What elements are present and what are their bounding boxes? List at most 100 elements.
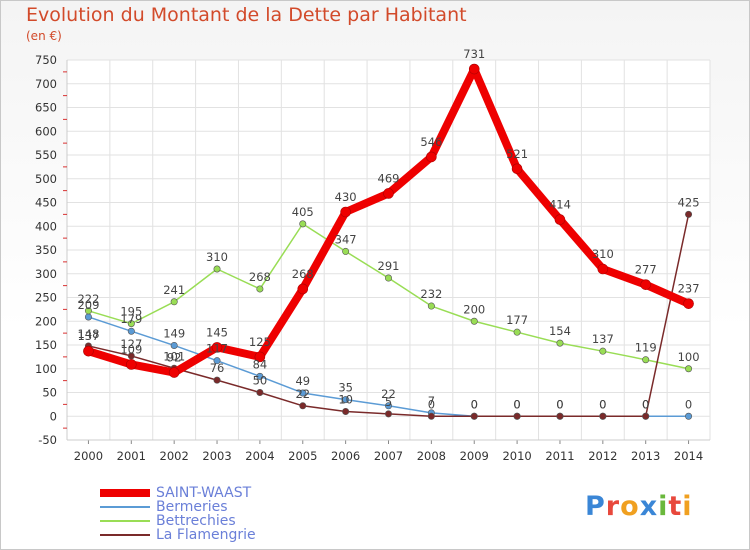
data-point [127,352,135,360]
data-point [513,328,521,336]
logo-letter: o [620,491,640,522]
y-tick-label: 700 [35,77,57,91]
data-label: 177 [506,313,528,327]
y-tick-label: 100 [35,362,57,376]
data-point [556,412,564,420]
x-tick-label: 2010 [502,449,531,463]
data-label: 0 [642,397,649,411]
data-label: 22 [381,387,396,401]
logo-letter: i [658,491,669,522]
data-point [342,396,350,404]
data-label: 7 [428,394,435,408]
data-point [342,247,350,255]
data-point [554,214,566,225]
data-label: 5 [385,395,392,409]
x-tick-label: 2003 [202,449,231,463]
data-label: 521 [506,147,528,161]
data-label: 0 [513,397,520,411]
data-label: 310 [592,247,614,261]
data-point [168,367,180,378]
data-label: 125 [249,335,271,349]
data-point [597,263,609,275]
data-label: 22 [295,387,310,401]
data-point [213,265,221,273]
proxiti-logo: Proxiti [585,491,693,522]
x-tick-label: 2007 [374,449,403,463]
data-point [384,402,392,410]
data-point [299,402,307,410]
logo-letter: t [668,491,683,522]
y-tick-label: 600 [35,124,57,138]
data-label: 119 [635,341,657,355]
x-tick-label: 2014 [674,449,703,463]
data-point [383,188,394,199]
data-label: 117 [206,342,228,356]
legend-item: Bermeries [100,500,256,514]
data-label: 310 [206,250,228,264]
data-label: 268 [249,270,271,284]
data-point [384,410,392,418]
x-tick-label: 2001 [117,449,146,463]
y-tick-label: 400 [35,219,57,233]
data-label: 241 [163,283,185,297]
data-label: 0 [599,397,606,411]
data-label: 137 [592,332,614,346]
data-label: 179 [120,312,142,326]
data-point [299,389,307,397]
legend-swatch [100,534,150,536]
data-point [511,163,523,175]
data-point [84,307,92,315]
data-label: 100 [678,350,700,364]
data-point [170,341,178,349]
data-point [213,376,221,384]
x-tick-label: 2006 [331,449,360,463]
data-label: 76 [210,361,225,375]
data-label: 405 [292,205,314,219]
data-label: 268 [292,267,314,281]
data-label: 0 [471,397,478,411]
data-label: 291 [378,259,400,273]
y-tick-label: 650 [35,101,57,115]
data-label: 49 [295,374,310,388]
y-tick-label: 50 [42,386,57,400]
data-label: 430 [335,190,357,204]
data-label: 10 [338,393,353,407]
data-label: 277 [635,263,657,277]
logo-letter: i [682,491,693,522]
data-point [599,412,607,420]
y-tick-label: 500 [35,172,57,186]
y-tick-label: 250 [35,291,57,305]
y-tick-label: 0 [50,409,57,423]
data-point [685,412,693,420]
data-label: 0 [513,397,520,411]
y-tick-label: 350 [35,243,57,257]
data-label: 222 [77,292,99,306]
y-tick-label: 200 [35,314,57,328]
y-tick-label: 750 [35,53,57,67]
data-label: 200 [463,302,485,316]
data-label: 209 [77,298,99,312]
legend-swatch [100,489,150,497]
data-label: 137 [77,329,99,343]
x-tick-label: 2005 [288,449,317,463]
data-point [470,412,478,420]
data-point [256,372,264,380]
data-point [84,313,92,321]
data-label: 0 [599,397,606,411]
data-label: 84 [253,357,268,371]
y-tick-label: -50 [38,433,57,447]
data-point [685,365,693,373]
y-tick-label: 550 [35,148,57,162]
data-label: 414 [549,198,571,212]
data-point [384,274,392,282]
data-label: 148 [77,327,99,341]
data-label: 109 [120,342,142,356]
data-point [297,283,309,295]
legend-label: Bettrechies [156,513,236,529]
data-label: 237 [678,282,700,296]
chart-legend: SAINT-WAAST Bermeries Bettrechies La Flamen… [100,486,256,542]
data-point [342,407,350,415]
data-point [213,357,221,365]
data-point [340,206,351,218]
